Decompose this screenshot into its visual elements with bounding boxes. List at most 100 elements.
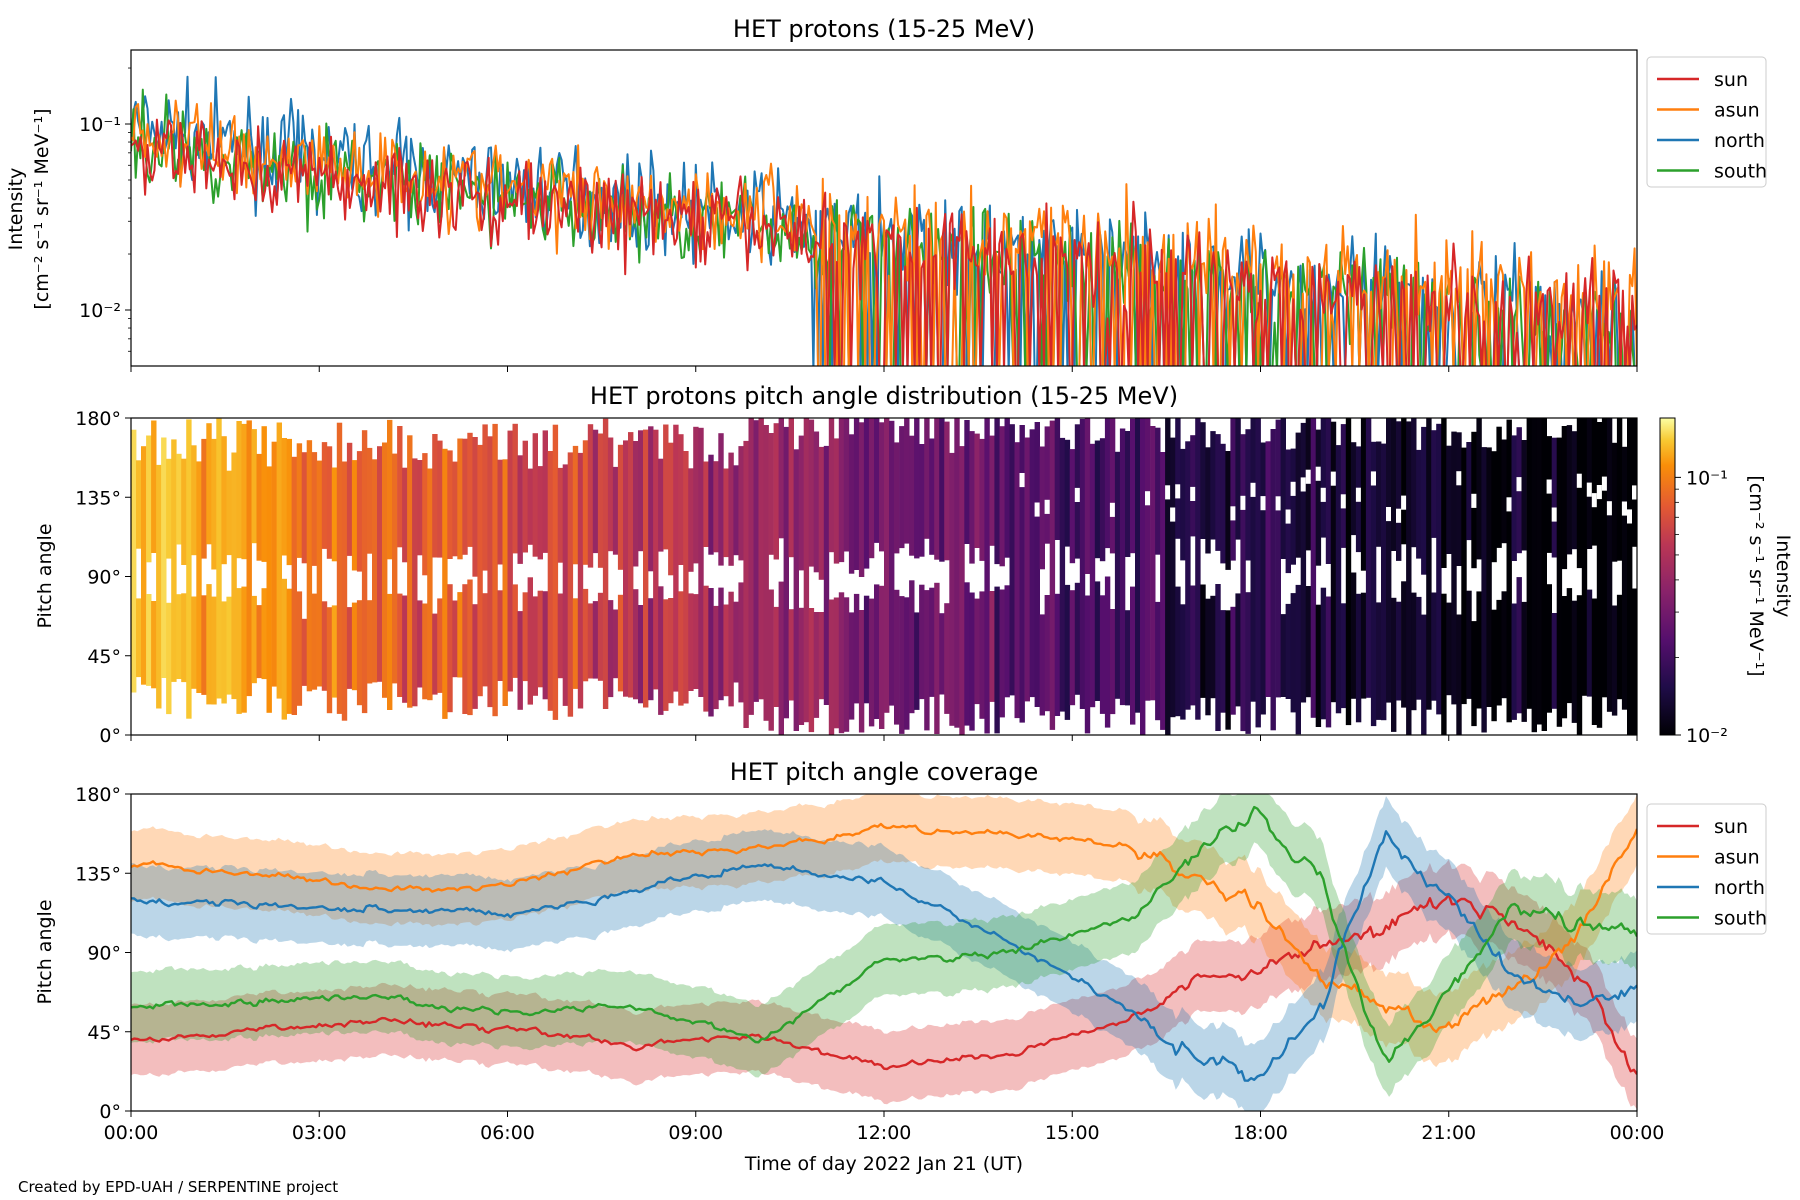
heatmap-cell xyxy=(351,602,358,691)
heatmap-cell xyxy=(894,589,900,725)
heatmap-cell xyxy=(592,429,599,554)
heatmap-cell xyxy=(1396,421,1402,561)
heatmap-cell xyxy=(1255,418,1261,728)
legend-label-north: north xyxy=(1714,130,1765,152)
heatmap-cell xyxy=(537,590,543,688)
y-tick-label: 0° xyxy=(99,1101,121,1123)
heatmap-cell xyxy=(281,438,287,556)
heatmap-cell xyxy=(201,438,207,559)
heatmap-cell xyxy=(452,461,458,557)
heatmap-cell xyxy=(964,582,970,726)
heatmap-cell xyxy=(522,440,528,553)
heatmap-cell xyxy=(1029,429,1035,698)
heatmap-cell xyxy=(843,418,850,552)
heatmap-cell xyxy=(863,595,870,704)
heatmap-cell xyxy=(678,434,684,565)
x-tick-label: 00:00 xyxy=(1610,1122,1665,1144)
heatmap-cell xyxy=(1230,418,1236,561)
heatmap-cell xyxy=(1225,451,1231,570)
heatmap-cell xyxy=(1365,418,1372,698)
heatmap-gap xyxy=(1386,507,1392,522)
heatmap-cell xyxy=(698,427,704,697)
heatmap-cell xyxy=(276,422,282,699)
heatmap-cell xyxy=(1044,595,1050,712)
heatmap-cell xyxy=(673,424,679,692)
heatmap-cell xyxy=(467,579,473,716)
heatmap-cell xyxy=(1616,594,1623,700)
heatmap-cell xyxy=(1335,445,1342,714)
heatmap-cell xyxy=(793,449,799,731)
heatmap-cell xyxy=(1130,418,1136,554)
heatmap-cell xyxy=(1416,596,1422,700)
heatmap-cell xyxy=(1581,418,1588,696)
heatmap-cell xyxy=(397,426,403,548)
heatmap-cell xyxy=(407,435,413,708)
heatmap-gap xyxy=(1456,471,1462,486)
heatmap-cell xyxy=(989,591,995,702)
coverage-band-north xyxy=(131,796,1637,1111)
heatmap-cell xyxy=(1476,418,1482,560)
heatmap-cell xyxy=(191,445,197,556)
heatmap-cell xyxy=(1305,418,1312,551)
heatmap-gap xyxy=(1230,506,1236,521)
heatmap-cell xyxy=(818,612,825,700)
heatmap-cell xyxy=(201,595,207,695)
heatmap-cell xyxy=(733,465,739,556)
coverage-line-north xyxy=(131,830,1637,1082)
heatmap-cell xyxy=(1064,439,1071,547)
heatmap-cell xyxy=(1069,449,1076,564)
heatmap-cell xyxy=(768,589,774,731)
heatmap-cell xyxy=(251,595,257,684)
heatmap-cell xyxy=(156,464,162,709)
heatmap-cell xyxy=(723,604,729,697)
heatmap-cell xyxy=(211,596,217,705)
heatmap-cell xyxy=(372,459,378,683)
colorbar-tick-label: 10⁻¹ xyxy=(1686,467,1728,489)
heatmap-cell xyxy=(929,438,935,555)
heatmap-cell xyxy=(482,424,488,571)
heatmap-cell xyxy=(301,618,308,686)
heatmap-cell xyxy=(663,599,669,711)
heatmap-cell xyxy=(1591,598,1598,725)
heatmap-cell xyxy=(427,468,433,701)
heatmap-cell xyxy=(633,441,639,567)
heatmap-cell xyxy=(146,435,152,563)
heatmap-gap xyxy=(1516,477,1522,492)
heatmap-cell xyxy=(1094,581,1101,701)
heatmap-cell xyxy=(617,444,624,570)
heatmap-cell xyxy=(1130,586,1136,725)
heatmap-cell xyxy=(221,436,227,565)
heatmap-cell xyxy=(1386,418,1392,703)
intensity-series-group xyxy=(131,75,1637,366)
panel3-x-ticks: 00:00 03:00 06:00 09:00 12:00 15:00 18:00 21:00… xyxy=(104,1111,1665,1144)
colorbar-units: [cm⁻² s⁻¹ sr⁻¹ MeV⁻¹] xyxy=(1745,475,1767,676)
panel3-legend: sun asun north south xyxy=(1646,803,1767,935)
y-tick-label: 10⁻² xyxy=(79,300,121,322)
heatmap-cell xyxy=(422,603,428,700)
heatmap-cell xyxy=(954,418,960,728)
heatmap-cell xyxy=(241,586,247,713)
heatmap-gap xyxy=(1632,485,1637,500)
heatmap-cell xyxy=(643,429,649,708)
heatmap-cell xyxy=(1155,601,1161,721)
heatmap-cell xyxy=(868,598,875,727)
heatmap-cell xyxy=(728,452,734,566)
heatmap-cell xyxy=(321,442,328,549)
heatmap-cell xyxy=(286,438,292,566)
heatmap-cell xyxy=(1586,589,1593,697)
series-line-asun xyxy=(131,99,1637,366)
heatmap-cell xyxy=(597,433,604,568)
panel1-ylabel: Intensity xyxy=(5,168,27,251)
heatmap-cell xyxy=(1300,422,1307,703)
heatmap-cell xyxy=(1039,446,1045,570)
heatmap-cell xyxy=(1421,614,1427,735)
heatmap-cell xyxy=(743,440,749,728)
heatmap-cell xyxy=(1431,430,1437,538)
heatmap-cell xyxy=(838,592,845,734)
heatmap-cell xyxy=(477,444,483,697)
coverage-line-asun xyxy=(131,822,1637,1034)
heatmap-cell xyxy=(1270,429,1276,731)
heatmap-cell xyxy=(1265,441,1271,697)
y-tick-label: 0° xyxy=(99,725,121,747)
heatmap-cell xyxy=(1325,596,1332,728)
